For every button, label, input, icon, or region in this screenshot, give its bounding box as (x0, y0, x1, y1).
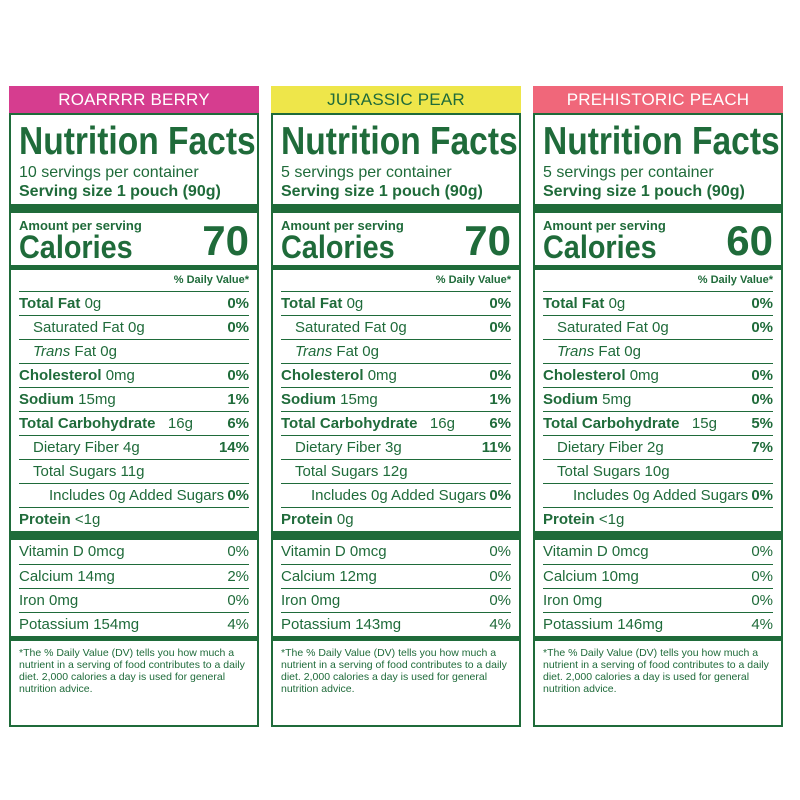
row-calcium: Calcium 10mg 0% (543, 564, 773, 588)
footnote: *The % Daily Value (DV) tells you how mu… (281, 647, 507, 695)
row-total-sugars: Total Sugars 10g (543, 459, 773, 483)
row-vitamin-d: Vitamin D 0mcg 0% (281, 543, 511, 560)
servings-per-container: 5 servings per container (543, 164, 714, 181)
row-iron: Iron 0mg 0% (19, 588, 249, 612)
row-total-sugars: Total Sugars 12g (281, 459, 511, 483)
row-sodium: Sodium 15mg 1% (19, 387, 249, 411)
amount-per-serving: Amount per serving (19, 218, 142, 233)
divider-thick (11, 204, 257, 213)
row-cholesterol: Cholesterol 0mg 0% (19, 363, 249, 387)
divider-thick (535, 204, 781, 213)
row-dietary-fiber: Dietary Fiber 3g 11% (281, 435, 511, 459)
nutrition-label: Nutrition Facts 10 servings per containe… (9, 113, 259, 727)
row-total-carbohydrate: Total Carbohydrate 15g 5% (543, 411, 773, 435)
calories-value: 70 (464, 217, 511, 264)
row-vitamin-d: Vitamin D 0mcg 0% (543, 543, 773, 560)
row-total-fat: Total Fat 0g 0% (543, 291, 773, 315)
label-title: Nutrition Facts (543, 120, 780, 163)
nutrition-panel-peach: PREHISTORIC PEACH Nutrition Facts 5 serv… (533, 86, 783, 727)
amount-per-serving: Amount per serving (281, 218, 404, 233)
amount-per-serving: Amount per serving (543, 218, 666, 233)
serving-size: Serving size 1 pouch (90g) (281, 183, 483, 200)
row-calcium: Calcium 14mg 2% (19, 564, 249, 588)
label-title: Nutrition Facts (281, 120, 518, 163)
row-total-sugars: Total Sugars 11g (19, 459, 249, 483)
footnote: *The % Daily Value (DV) tells you how mu… (19, 647, 245, 695)
row-trans-fat: Trans Fat 0g (19, 339, 249, 363)
calories-label: Calories (543, 229, 657, 265)
flavor-banner: PREHISTORIC PEACH (533, 86, 783, 113)
row-vitamin-d: Vitamin D 0mcg 0% (19, 543, 249, 560)
row-total-fat: Total Fat 0g 0% (281, 291, 511, 315)
row-total-carbohydrate: Total Carbohydrate 16g 6% (281, 411, 511, 435)
row-protein: Protein <1g (543, 507, 773, 531)
nutrition-panel-berry: ROARRRR BERRY Nutrition Facts 10 serving… (9, 86, 259, 727)
row-added-sugars: Includes 0g Added Sugars 0% (543, 483, 773, 507)
row-iron: Iron 0mg 0% (543, 588, 773, 612)
row-total-fat: Total Fat 0g 0% (19, 291, 249, 315)
divider-medium (273, 265, 519, 270)
divider-medium (535, 265, 781, 270)
divider-thick (273, 531, 519, 540)
row-dietary-fiber: Dietary Fiber 4g 14% (19, 435, 249, 459)
label-title: Nutrition Facts (19, 120, 256, 163)
row-trans-fat: Trans Fat 0g (281, 339, 511, 363)
flavor-banner: JURASSIC PEAR (271, 86, 521, 113)
row-added-sugars: Includes 0g Added Sugars 0% (19, 483, 249, 507)
divider-medium (535, 636, 781, 641)
calories-block: Amount per serving Calories 60 (543, 213, 773, 265)
daily-value-header: % Daily Value* (697, 274, 773, 286)
row-added-sugars: Includes 0g Added Sugars 0% (281, 483, 511, 507)
row-potassium: Potassium 146mg 4% (543, 612, 773, 636)
servings-per-container: 10 servings per container (19, 164, 199, 181)
divider-thick (273, 204, 519, 213)
serving-size: Serving size 1 pouch (90g) (543, 183, 745, 200)
flavor-banner: ROARRRR BERRY (9, 86, 259, 113)
row-dietary-fiber: Dietary Fiber 2g 7% (543, 435, 773, 459)
divider-thick (535, 531, 781, 540)
daily-value-header: % Daily Value* (435, 274, 511, 286)
calories-label: Calories (281, 229, 395, 265)
divider-medium (11, 265, 257, 270)
calories-value: 60 (726, 217, 773, 264)
row-cholesterol: Cholesterol 0mg 0% (543, 363, 773, 387)
row-protein: Protein 0g (281, 507, 511, 531)
divider-medium (273, 636, 519, 641)
row-calcium: Calcium 12mg 0% (281, 564, 511, 588)
servings-per-container: 5 servings per container (281, 164, 452, 181)
divider-thick (11, 531, 257, 540)
row-saturated-fat: Saturated Fat 0g 0% (19, 315, 249, 339)
serving-size: Serving size 1 pouch (90g) (19, 183, 221, 200)
row-saturated-fat: Saturated Fat 0g 0% (543, 315, 773, 339)
nutrition-label: Nutrition Facts 5 servings per container… (533, 113, 783, 727)
row-saturated-fat: Saturated Fat 0g 0% (281, 315, 511, 339)
row-trans-fat: Trans Fat 0g (543, 339, 773, 363)
calories-label: Calories (19, 229, 133, 265)
row-iron: Iron 0mg 0% (281, 588, 511, 612)
nutrition-panel-pear: JURASSIC PEAR Nutrition Facts 5 servings… (271, 86, 521, 727)
row-potassium: Potassium 154mg 4% (19, 612, 249, 636)
row-total-carbohydrate: Total Carbohydrate 16g 6% (19, 411, 249, 435)
calories-value: 70 (202, 217, 249, 264)
calories-block: Amount per serving Calories 70 (281, 213, 511, 265)
row-sodium: Sodium 5mg 0% (543, 387, 773, 411)
footnote: *The % Daily Value (DV) tells you how mu… (543, 647, 769, 695)
row-protein: Protein <1g (19, 507, 249, 531)
divider-medium (11, 636, 257, 641)
row-sodium: Sodium 15mg 1% (281, 387, 511, 411)
daily-value-header: % Daily Value* (173, 274, 249, 286)
calories-block: Amount per serving Calories 70 (19, 213, 249, 265)
row-potassium: Potassium 143mg 4% (281, 612, 511, 636)
row-cholesterol: Cholesterol 0mg 0% (281, 363, 511, 387)
nutrition-label: Nutrition Facts 5 servings per container… (271, 113, 521, 727)
